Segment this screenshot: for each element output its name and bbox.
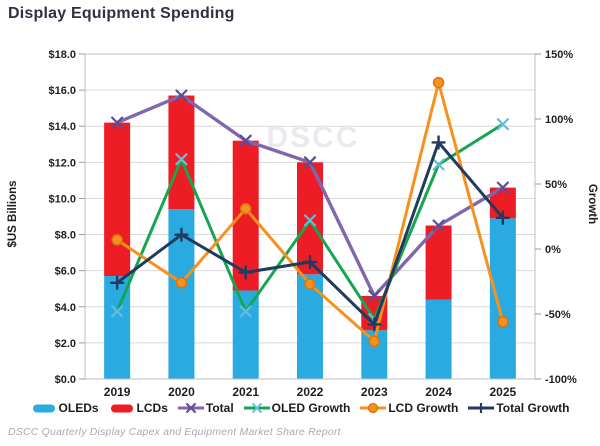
- series-lcd-growth: [111, 76, 509, 348]
- y-left-tick-label: $8.0: [55, 230, 76, 242]
- source-note: DSCC Quarterly Display Capex and Equipme…: [8, 426, 341, 438]
- axis-ticks: [79, 53, 541, 380]
- marker-oled-growth-2021: [239, 305, 252, 318]
- legend-label-total: Total: [205, 401, 234, 415]
- legend-marker-glyph: [476, 403, 487, 413]
- marker-total-growth-2024: [431, 135, 446, 150]
- x-axis-label-2022: 2022: [297, 385, 324, 399]
- bar-lcds-2024: [425, 225, 452, 300]
- y-right-tick-label: -100%: [545, 374, 577, 386]
- spending-chart: DSCC $0.0 $2.0 $4.0 $6.0 $8.0 $10.0 $12.0 $14.0 $…: [7, 49, 598, 399]
- legend-label-total-growth: Total Growth: [496, 401, 570, 415]
- marker-total-growth-2022: [302, 254, 318, 270]
- marker-total-2021: [239, 134, 252, 147]
- marker-lcd-growth-2025: [497, 316, 509, 328]
- y-left-tick-label: $2.0: [55, 338, 76, 350]
- legend-item-lcds: LCDs: [109, 401, 168, 415]
- y-left-tick-label: $16.0: [48, 85, 76, 97]
- marker-total-growth-2019: [109, 275, 125, 290]
- legend-item-oleds: OLEDs: [31, 401, 99, 415]
- marker-oled-growth-2020: [175, 153, 188, 166]
- bar-lcds-2020: [168, 95, 195, 210]
- y-right-tick-label: 150%: [545, 49, 573, 61]
- marker-lcd-growth-2021: [239, 202, 252, 215]
- series-total-growth: [109, 135, 511, 332]
- marker-lcd-growth-2024: [432, 76, 445, 89]
- marker-total-2025: [496, 181, 509, 194]
- y-left-tick-label: $14.0: [48, 121, 76, 133]
- marker-lcd-growth-2023: [368, 335, 381, 348]
- x-axis-label-2025: 2025: [490, 385, 517, 399]
- y-left-tick-label: $6.0: [55, 266, 76, 278]
- x-axis-label-2023: 2023: [361, 385, 388, 399]
- legend-marker-glyph: [368, 402, 379, 414]
- bar-lcds-2019: [104, 122, 131, 277]
- y-left-tick-label: $12.0: [48, 157, 76, 169]
- legend-item-lcd-growth: LCD Growth: [360, 401, 458, 415]
- marker-total-growth-2025: [495, 210, 511, 225]
- series-total: [111, 89, 509, 303]
- x-axis-label-2019: 2019: [104, 385, 131, 399]
- legend-item-oled-growth: OLED Growth: [243, 401, 351, 415]
- legend-marker-lcds: [110, 404, 133, 413]
- marker-lcd-growth-2022: [304, 278, 316, 290]
- plot-border: [84, 53, 536, 380]
- legend-label-oled-growth: OLED Growth: [271, 401, 351, 415]
- marker-oled-growth-2024: [432, 158, 445, 171]
- legend-label-oleds: OLEDs: [58, 401, 99, 415]
- left-axis-title: $US Billions: [7, 180, 19, 247]
- legend-swatch: [32, 404, 55, 413]
- y-left-tick-label: $18.0: [48, 49, 76, 61]
- x-axis-label-2021: 2021: [232, 385, 259, 399]
- legend-swatch: [110, 404, 133, 413]
- marker-total-2022: [303, 156, 317, 169]
- x-axis-label-2020: 2020: [168, 385, 195, 399]
- bar-oleds-2024: [425, 299, 452, 379]
- x-axis-label-2024: 2024: [425, 385, 452, 399]
- y-right-tick-label: -50%: [545, 309, 571, 321]
- marker-total-growth-2021: [238, 265, 253, 280]
- legend-marker-total: [177, 402, 204, 414]
- y-right-tick-label: 100%: [545, 114, 573, 126]
- marker-oled-growth-2025: [496, 118, 509, 131]
- legend-marker-lcd-growth: [360, 402, 387, 414]
- bar-oleds-2021: [232, 290, 259, 379]
- y-right-tick-label: 50%: [545, 179, 567, 191]
- legend-label-lcds: LCDs: [136, 401, 168, 415]
- right-axis-title: Growth: [586, 184, 598, 224]
- chart-legend: OLEDs LCDs Total OLED Growth LCD Growth Total…: [0, 401, 600, 415]
- marker-lcd-growth-2019: [111, 234, 123, 246]
- marker-lcd-growth-2020: [175, 277, 188, 289]
- y-right-tick-label: 0%: [545, 244, 561, 256]
- marker-total-growth-2020: [174, 227, 189, 242]
- legend-marker-glyph: [185, 402, 197, 414]
- watermark: DSCC: [266, 121, 359, 154]
- bar-oleds-2025: [489, 218, 516, 379]
- legend-marker-glyph: [251, 402, 262, 414]
- marker-oled-growth-2022: [303, 214, 317, 227]
- legend-label-lcd-growth: LCD Growth: [388, 401, 459, 415]
- marker-total-2024: [432, 219, 445, 232]
- marker-oled-growth-2019: [111, 305, 124, 318]
- legend-marker-oled-growth: [243, 402, 270, 414]
- legend-item-total: Total: [177, 401, 234, 415]
- y-left-tick-label: $10.0: [48, 193, 76, 205]
- legend-marker-total-growth: [468, 403, 495, 413]
- marker-total-2019: [111, 116, 124, 129]
- marker-total-growth-2023: [367, 317, 382, 332]
- chart-title: Display Equipment Spending: [8, 5, 235, 22]
- bar-oleds-2022: [297, 274, 323, 379]
- marker-total-2020: [175, 89, 188, 102]
- y-left-tick-label: $0.0: [55, 374, 76, 386]
- legend-item-total-growth: Total Growth: [468, 401, 569, 415]
- marker-total-2023: [368, 289, 381, 303]
- y-left-tick-label: $4.0: [55, 302, 76, 314]
- legend-marker-oleds: [32, 404, 55, 413]
